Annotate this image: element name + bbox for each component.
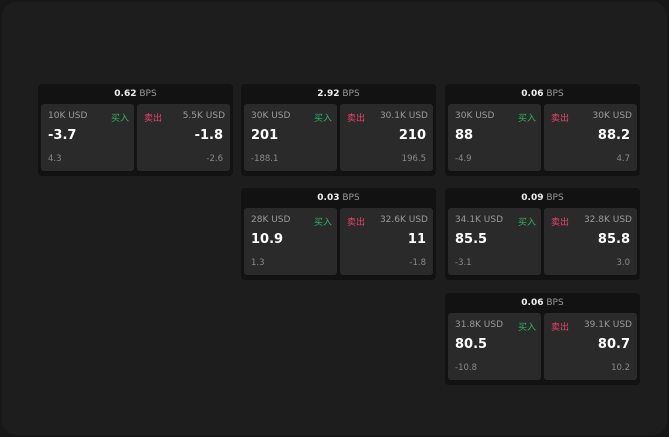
- buy-cell[interactable]: 34.1K USD 买入 85.5 -3.1: [448, 208, 541, 275]
- ask-change: 4.7: [616, 154, 630, 164]
- bid-price: -3.7: [48, 128, 77, 143]
- spread-unit: BPS: [546, 298, 564, 308]
- spread-header: 0.62 BPS: [38, 84, 233, 104]
- ask-price: 80.7: [597, 337, 630, 352]
- bid-change: 1.3: [251, 258, 265, 268]
- sell-cell[interactable]: 卖出 32.8K USD 85.8 3.0: [544, 208, 637, 275]
- buy-cell[interactable]: 30K USD 买入 201 -188.1: [244, 104, 337, 171]
- buy-cell[interactable]: 31.8K USD 买入 80.5 -10.8: [448, 313, 541, 380]
- ask-change: 3.0: [616, 258, 630, 268]
- spread-header: 0.06 BPS: [445, 84, 640, 104]
- ask-change: 196.5: [401, 154, 426, 164]
- sell-label: 卖出: [551, 114, 570, 124]
- spread-unit: BPS: [342, 89, 360, 99]
- buy-label: 买入: [110, 114, 129, 124]
- spread-header: 2.92 BPS: [241, 84, 436, 104]
- quote-card: 0.09 BPS 34.1K USD 买入 85.5 -3.1 卖出 32.8K U…: [445, 188, 640, 280]
- sell-label: 卖出: [347, 218, 366, 228]
- ask-size: 32.8K USD: [583, 215, 632, 225]
- bid-size: 30K USD: [455, 111, 495, 121]
- bid-size: 30K USD: [251, 111, 291, 121]
- bid-change: -3.1: [455, 258, 472, 268]
- bid-size: 10K USD: [48, 111, 88, 121]
- ask-price: -1.8: [194, 128, 223, 143]
- spread-value: 2.92: [317, 89, 340, 99]
- spread-value: 0.62: [114, 89, 137, 99]
- bid-change: -188.1: [251, 154, 279, 164]
- ask-change: -1.8: [409, 258, 426, 268]
- buy-label: 买入: [313, 114, 332, 124]
- buy-label: 买入: [313, 218, 332, 228]
- buy-cell[interactable]: 28K USD 买入 10.9 1.3: [244, 208, 337, 275]
- bid-change: -4.9: [455, 154, 472, 164]
- buy-label: 买入: [517, 323, 536, 333]
- sell-cell[interactable]: 卖出 30.1K USD 210 196.5: [340, 104, 433, 171]
- quote-card: 0.06 BPS 31.8K USD 买入 80.5 -10.8 卖出 39.1K …: [445, 293, 640, 385]
- bid-price: 85.5: [455, 232, 488, 247]
- ask-size: 5.5K USD: [182, 111, 225, 121]
- sell-cell[interactable]: 卖出 5.5K USD -1.8 -2.6: [137, 104, 230, 171]
- ask-price: 88.2: [597, 128, 630, 143]
- quote-card: 0.62 BPS 10K USD 买入 -3.7 4.3 卖出 5.5K USD -…: [38, 84, 233, 176]
- bid-price: 80.5: [455, 337, 488, 352]
- sell-cell[interactable]: 卖出 39.1K USD 80.7 10.2: [544, 313, 637, 380]
- ask-size: 32.6K USD: [379, 215, 428, 225]
- quote-card: 2.92 BPS 30K USD 买入 201 -188.1 卖出 30.1K US…: [241, 84, 436, 176]
- spread-value: 0.06: [521, 89, 544, 99]
- bid-price: 88: [455, 128, 474, 143]
- spread-value: 0.03: [317, 193, 340, 203]
- ask-change: -2.6: [206, 154, 223, 164]
- bid-price: 201: [251, 128, 279, 143]
- buy-cell[interactable]: 30K USD 买入 88 -4.9: [448, 104, 541, 171]
- sell-label: 卖出: [347, 114, 366, 124]
- spread-unit: BPS: [546, 193, 564, 203]
- ask-price: 85.8: [597, 232, 630, 247]
- ask-size: 30.1K USD: [379, 111, 428, 121]
- bid-size: 31.8K USD: [455, 320, 504, 330]
- buy-label: 买入: [517, 218, 536, 228]
- ask-price: 11: [407, 232, 426, 247]
- spread-value: 0.06: [521, 298, 544, 308]
- buy-cell[interactable]: 10K USD 买入 -3.7 4.3: [41, 104, 134, 171]
- spread-value: 0.09: [521, 193, 544, 203]
- spread-header: 0.09 BPS: [445, 188, 640, 208]
- spread-unit: BPS: [546, 89, 564, 99]
- sell-label: 卖出: [144, 114, 163, 124]
- bid-size: 34.1K USD: [455, 215, 504, 225]
- bid-price: 10.9: [251, 232, 284, 247]
- ask-change: 10.2: [611, 363, 630, 373]
- bid-size: 28K USD: [251, 215, 291, 225]
- quote-card: 0.03 BPS 28K USD 买入 10.9 1.3 卖出 32.6K USD …: [241, 188, 436, 280]
- sell-cell[interactable]: 卖出 30K USD 88.2 4.7: [544, 104, 637, 171]
- sell-label: 卖出: [551, 218, 570, 228]
- spread-header: 0.06 BPS: [445, 293, 640, 313]
- ask-price: 210: [398, 128, 426, 143]
- bid-change: 4.3: [48, 154, 62, 164]
- bid-change: -10.8: [455, 363, 477, 373]
- ask-size: 39.1K USD: [583, 320, 632, 330]
- spread-unit: BPS: [139, 89, 157, 99]
- sell-label: 卖出: [551, 323, 570, 333]
- spread-header: 0.03 BPS: [241, 188, 436, 208]
- ask-size: 30K USD: [592, 111, 632, 121]
- quote-card: 0.06 BPS 30K USD 买入 88 -4.9 卖出 30K USD 88.…: [445, 84, 640, 176]
- sell-cell[interactable]: 卖出 32.6K USD 11 -1.8: [340, 208, 433, 275]
- buy-label: 买入: [517, 114, 536, 124]
- spread-unit: BPS: [342, 193, 360, 203]
